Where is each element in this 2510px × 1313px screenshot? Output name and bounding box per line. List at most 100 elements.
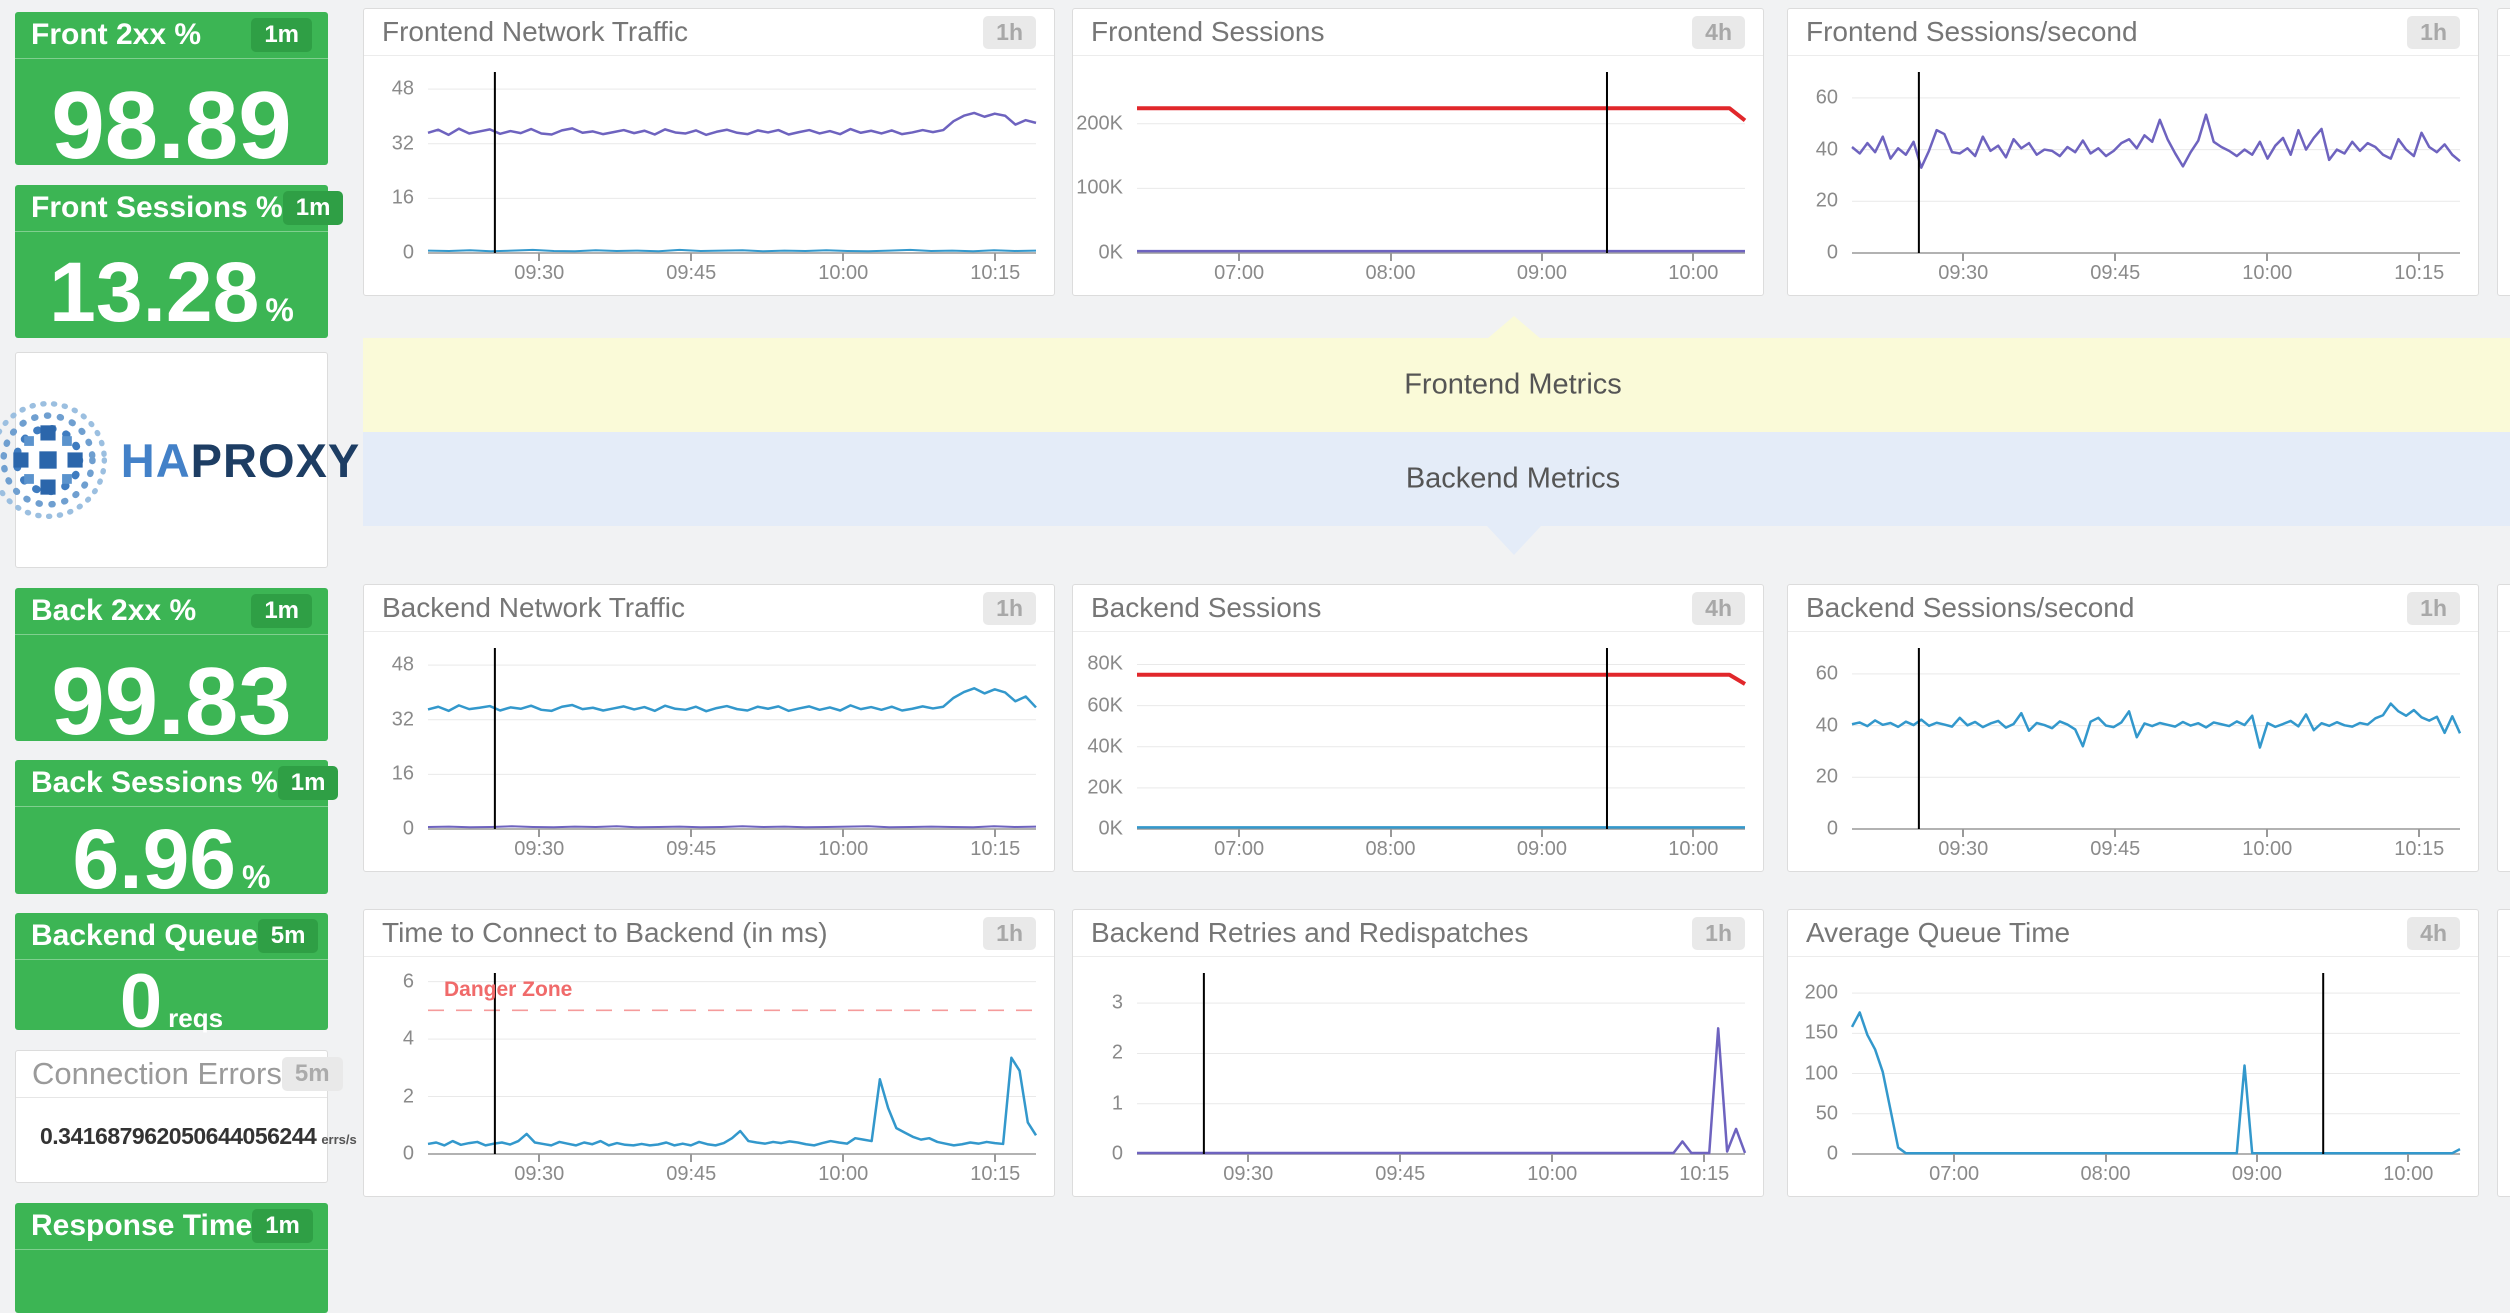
backend-metrics-label[interactable]: Backend Metrics bbox=[1405, 462, 1621, 495]
x-tick-mark bbox=[1247, 1154, 1250, 1162]
y-tick-label: 16 bbox=[391, 186, 414, 209]
plot-area[interactable] bbox=[1137, 973, 1745, 1154]
y-tick-label: 48 bbox=[391, 77, 414, 100]
stat-title[interactable]: Response Time bbox=[31, 1209, 253, 1242]
y-tick-label: 2 bbox=[402, 1085, 414, 1108]
panel-title[interactable]: Time to Connect to Backend (in ms) bbox=[382, 917, 828, 948]
plot-area[interactable] bbox=[428, 648, 1036, 829]
x-tick-label: 09:45 bbox=[666, 262, 717, 284]
panel-backend-retries-redispatches: Backend Retries and Redispatches 1h 0 1 2 3… bbox=[1072, 909, 1764, 1197]
panel-title[interactable]: Backend Retries and Redispatches bbox=[1091, 917, 1529, 948]
panel-title[interactable]: Frontend Sessions/second bbox=[1806, 16, 2138, 47]
x-tick-mark bbox=[1540, 253, 1543, 261]
stat-title[interactable]: Front Sessions % bbox=[31, 191, 283, 224]
x-tick-label: 09:30 bbox=[514, 262, 565, 284]
stat-number: 98.89 bbox=[51, 72, 292, 179]
panel-title[interactable]: Frontend Sessions bbox=[1091, 16, 1325, 47]
logo-proxy: PROXY bbox=[190, 433, 361, 487]
x-tick-mark bbox=[842, 253, 845, 261]
panel-title[interactable]: Average Queue Time bbox=[1806, 917, 2071, 948]
y-tick-label: 20 bbox=[1815, 189, 1838, 212]
y-tick-label: 0 bbox=[1826, 817, 1838, 840]
y-tick-label: 40 bbox=[1815, 138, 1838, 161]
interval-badge: 1m bbox=[251, 18, 312, 52]
stat-title[interactable]: Backend Queue bbox=[31, 919, 258, 952]
y-tick-label: 0K bbox=[1098, 817, 1123, 840]
x-tick-label: 10:15 bbox=[1679, 1163, 1730, 1185]
stat-suffix: reqs bbox=[168, 1003, 224, 1033]
x-tick-mark bbox=[1399, 1154, 1402, 1162]
x-tick-label: 09:30 bbox=[514, 1163, 565, 1185]
y-tick-label: 60 bbox=[1815, 86, 1838, 109]
y-tick-label: 0 bbox=[1111, 1142, 1123, 1165]
danger-zone-label: Danger Zone bbox=[444, 978, 573, 1002]
panel-edge-sliver-row1 bbox=[2497, 8, 2510, 296]
frontend-metrics-row-header[interactable]: Frontend Metrics bbox=[363, 338, 2510, 432]
panel-time-to-connect-backend: Time to Connect to Backend (in ms) 1h 0 2… bbox=[363, 909, 1055, 1197]
x-tick-mark bbox=[690, 829, 693, 837]
y-tick-label: 0 bbox=[1826, 1142, 1838, 1165]
plot-area[interactable] bbox=[1852, 648, 2460, 829]
stat-number: 0 bbox=[119, 959, 163, 1044]
stat-panel-connection-errors: Connection Errors 5m 0.34168796205064405… bbox=[15, 1050, 357, 1183]
y-tick-label: 50 bbox=[1815, 1102, 1838, 1125]
panel-title[interactable]: Backend Network Traffic bbox=[382, 592, 685, 623]
panel-title[interactable]: Backend Sessions/second bbox=[1806, 592, 2135, 623]
stat-title[interactable]: Connection Errors bbox=[32, 1056, 282, 1091]
x-tick-label: 10:15 bbox=[2394, 262, 2445, 284]
series-retries bbox=[1137, 1028, 1745, 1153]
plot-area[interactable]: Danger Zone bbox=[428, 973, 1036, 1154]
stat-value: 99.83 bbox=[15, 635, 328, 755]
y-tick-label: 0 bbox=[402, 241, 414, 264]
plot-area[interactable] bbox=[1852, 72, 2460, 253]
panel-edge-sliver-row3 bbox=[2497, 909, 2510, 1197]
x-tick-mark bbox=[2114, 253, 2117, 261]
stat-number: 0.341687962050644056244 bbox=[40, 1123, 317, 1149]
plot-area[interactable] bbox=[1852, 973, 2460, 1154]
x-tick-mark bbox=[842, 1154, 845, 1162]
plot-area[interactable] bbox=[428, 72, 1036, 253]
panel-average-queue-time: Average Queue Time 4h 0 50 100 150 200 07:00 0… bbox=[1787, 909, 2479, 1197]
panel-title[interactable]: Frontend Network Traffic bbox=[382, 16, 689, 47]
series-traffic-out bbox=[428, 688, 1036, 711]
backend-metrics-row-header[interactable]: Backend Metrics bbox=[363, 432, 2510, 526]
x-tick-label: 10:15 bbox=[970, 838, 1021, 860]
stat-value: 0.341687962050644056244 errs/s bbox=[16, 1098, 357, 1149]
stat-value: 6.96 % bbox=[15, 807, 328, 906]
x-tick-label: 10:00 bbox=[2383, 1163, 2434, 1185]
series-session-limit bbox=[1137, 675, 1745, 684]
interval-badge: 1m bbox=[282, 191, 344, 225]
stat-title[interactable]: Back 2xx % bbox=[31, 594, 197, 627]
interval-badge: 1h bbox=[983, 591, 1036, 625]
y-tick-label: 32 bbox=[391, 132, 414, 155]
stat-panel-backend-queue: Backend Queue 5m 0 reqs bbox=[15, 913, 328, 1043]
plot-area[interactable] bbox=[1137, 648, 1745, 829]
interval-badge: 1m bbox=[251, 594, 312, 628]
y-tick-label: 150 bbox=[1804, 1021, 1838, 1044]
y-tick-label: 4 bbox=[402, 1027, 414, 1050]
stat-title[interactable]: Back Sessions % bbox=[31, 766, 278, 799]
x-axis: 09:30 09:45 10:00 10:15 bbox=[428, 829, 1036, 871]
x-tick-mark bbox=[994, 253, 997, 261]
interval-badge: 1h bbox=[1692, 916, 1745, 950]
y-tick-label: 60 bbox=[1815, 662, 1838, 685]
panel-title[interactable]: Backend Sessions bbox=[1091, 592, 1322, 623]
stat-title[interactable]: Front 2xx % bbox=[31, 18, 202, 51]
x-tick-mark bbox=[538, 829, 541, 837]
stat-number: 99.83 bbox=[51, 648, 292, 755]
x-tick-label: 09:30 bbox=[1223, 1163, 1274, 1185]
panel-frontend-network-traffic: Frontend Network Traffic 1h 0 16 32 48 09:30… bbox=[363, 8, 1055, 296]
series-traffic-out bbox=[428, 113, 1036, 135]
x-tick-mark bbox=[690, 253, 693, 261]
x-tick-mark bbox=[690, 1154, 693, 1162]
stat-suffix: % bbox=[265, 292, 294, 328]
y-tick-label: 100 bbox=[1804, 1062, 1838, 1085]
frontend-metrics-label[interactable]: Frontend Metrics bbox=[1404, 368, 1622, 401]
panel-backend-sessions: Backend Sessions 4h 0K 20K 40K 60K 80K 07:00 0… bbox=[1072, 584, 1764, 872]
series-sessions-per-second bbox=[1852, 115, 2460, 168]
series-queue-time bbox=[1852, 1012, 2460, 1153]
x-tick-mark bbox=[1389, 829, 1392, 837]
plot-area[interactable] bbox=[1137, 72, 1745, 253]
y-axis: 0 20 40 60 bbox=[1788, 72, 1846, 263]
x-tick-label: 10:00 bbox=[1527, 1163, 1578, 1185]
